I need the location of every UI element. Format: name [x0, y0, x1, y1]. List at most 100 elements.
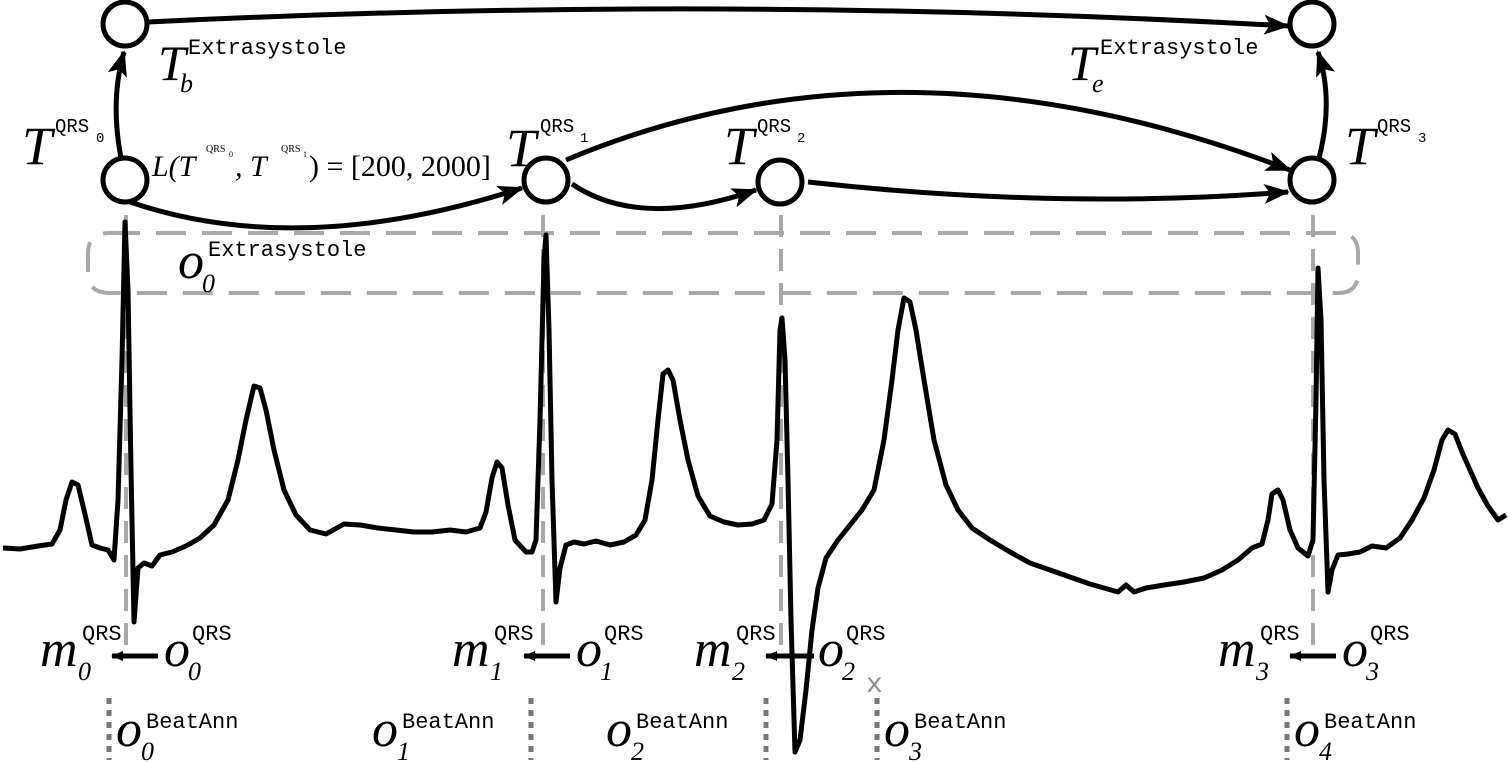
svg-text:o: o: [818, 621, 844, 678]
svg-text:QRS: QRS: [540, 116, 574, 138]
svg-text:b: b: [180, 69, 193, 98]
svg-text:QRS: QRS: [1370, 622, 1410, 647]
beat-annotation-3: o 3 BeatAnn: [884, 701, 1006, 763]
svg-text:o: o: [164, 621, 190, 678]
svg-text:QRS: QRS: [82, 622, 122, 647]
node-qrs-3: [1287, 155, 1337, 205]
svg-text:BeatAnn: BeatAnn: [914, 710, 1006, 735]
svg-text:T: T: [22, 116, 56, 176]
svg-text:, T: , T: [235, 150, 269, 183]
arrow-qrs2-to-qrs3: [807, 179, 1290, 204]
svg-text:QRS: QRS: [757, 116, 791, 138]
svg-text:QRS: QRS: [1377, 116, 1411, 138]
svg-text:2: 2: [732, 657, 745, 686]
beat-annotation-1: o 1 BeatAnn: [372, 701, 494, 763]
label-qrs-0: T QRS 0: [22, 116, 104, 176]
qrs-guide-lines: [124, 215, 1315, 650]
svg-text:2: 2: [797, 131, 805, 147]
svg-text:0: 0: [229, 150, 233, 159]
svg-text:m: m: [452, 621, 490, 678]
svg-text:1: 1: [490, 657, 503, 686]
svg-text:T: T: [1068, 35, 1099, 91]
svg-text:T: T: [506, 118, 540, 178]
arrow-qrs0-to-begin: [107, 50, 127, 159]
ecg-signal: [2, 219, 1508, 755]
svg-text:o: o: [1294, 701, 1320, 758]
svg-text:o: o: [372, 701, 398, 758]
beat-annotation-lines: [106, 698, 1290, 760]
svg-text:QRS: QRS: [55, 116, 89, 138]
svg-text:o: o: [576, 621, 602, 678]
svg-text:m: m: [40, 621, 78, 678]
svg-text:o: o: [178, 233, 204, 290]
svg-text:QRS: QRS: [281, 144, 300, 155]
svg-text:o: o: [884, 701, 910, 758]
arrow-qrs3-to-end: [1315, 50, 1336, 159]
node-qrs-0: [100, 155, 150, 205]
svg-text:T: T: [1345, 116, 1379, 176]
node-extrasystole-end: [1287, 0, 1337, 49]
svg-text:QRS: QRS: [206, 144, 225, 155]
svg-text:QRS: QRS: [736, 622, 776, 647]
svg-text:1: 1: [397, 737, 410, 763]
svg-text:QRS: QRS: [604, 622, 644, 647]
label-extrasystole-end: T e Extrasystole: [1068, 35, 1258, 98]
svg-text:BeatAnn: BeatAnn: [1324, 710, 1416, 735]
arrow-begin-to-end: [147, 6, 1290, 35]
match-1: m 1 QRS o 1 QRS: [452, 621, 644, 686]
duration-constraint-label: L(T QRS 0 , T QRS 1 ) = [200, 2000]: [151, 144, 491, 183]
svg-text:QRS: QRS: [1260, 622, 1300, 647]
svg-text:m: m: [1218, 621, 1256, 678]
svg-text:1: 1: [303, 150, 307, 159]
svg-text:3: 3: [1365, 657, 1379, 686]
node-qrs-2: [755, 157, 805, 207]
svg-text:QRS: QRS: [494, 622, 534, 647]
svg-text:3: 3: [908, 737, 922, 763]
match-2: m 2 QRS o 2 QRS: [694, 621, 886, 686]
svg-text:BeatAnn: BeatAnn: [146, 710, 238, 735]
label-extrasystole-begin: T b Extrasystole: [158, 35, 346, 98]
svg-text:2: 2: [842, 657, 855, 686]
extrasystole-box: [86, 231, 1360, 295]
node-qrs-1: [521, 155, 571, 205]
svg-text:1: 1: [580, 131, 588, 147]
beat-annotation-4: o 4 BeatAnn: [1294, 701, 1416, 763]
svg-text:o: o: [606, 701, 632, 758]
svg-text:0: 0: [96, 131, 104, 147]
svg-text:Extrasystole: Extrasystole: [208, 238, 366, 263]
arrow-qrs0-to-qrs1: [129, 185, 524, 231]
arrow-qrs1-to-qrs3: [565, 90, 1292, 173]
label-extrasystole-observation: o 0 Extrasystole: [178, 233, 366, 298]
svg-text:) = [200, 2000]: ) = [200, 2000]: [309, 150, 491, 183]
arrow-qrs1-to-qrs2: [570, 181, 758, 212]
svg-text:T: T: [724, 116, 758, 176]
svg-text:QRS: QRS: [192, 622, 232, 647]
svg-text:Extrasystole: Extrasystole: [188, 36, 346, 61]
svg-text:BeatAnn: BeatAnn: [402, 710, 494, 735]
svg-text:2: 2: [631, 737, 644, 763]
svg-text:0: 0: [141, 737, 154, 763]
label-qrs-3: T QRS 3: [1345, 116, 1426, 176]
node-extrasystole-begin: [100, 0, 150, 49]
svg-text:3: 3: [1418, 131, 1426, 147]
svg-text:e: e: [1092, 69, 1104, 98]
svg-text:m: m: [694, 621, 732, 678]
svg-text:T: T: [158, 35, 189, 91]
svg-text:o: o: [116, 701, 142, 758]
beat-annotation-0: o 0 BeatAnn: [116, 701, 238, 763]
svg-text:3: 3: [1255, 657, 1269, 686]
match-3: m 3 QRS o 3 QRS: [1218, 621, 1410, 686]
svg-text:0: 0: [202, 269, 215, 298]
svg-text:0: 0: [188, 657, 201, 686]
svg-text:o: o: [1342, 621, 1368, 678]
svg-text:QRS: QRS: [846, 622, 886, 647]
label-qrs-1: T QRS 1: [506, 116, 588, 178]
svg-text:4: 4: [1319, 737, 1332, 763]
svg-text:Extrasystole: Extrasystole: [1100, 36, 1258, 61]
label-qrs-2: T QRS 2: [724, 116, 805, 176]
svg-text:L(T: L(T: [151, 150, 198, 183]
rejected-observation-marker: x: [866, 670, 883, 701]
transition-arrows: [107, 6, 1336, 231]
